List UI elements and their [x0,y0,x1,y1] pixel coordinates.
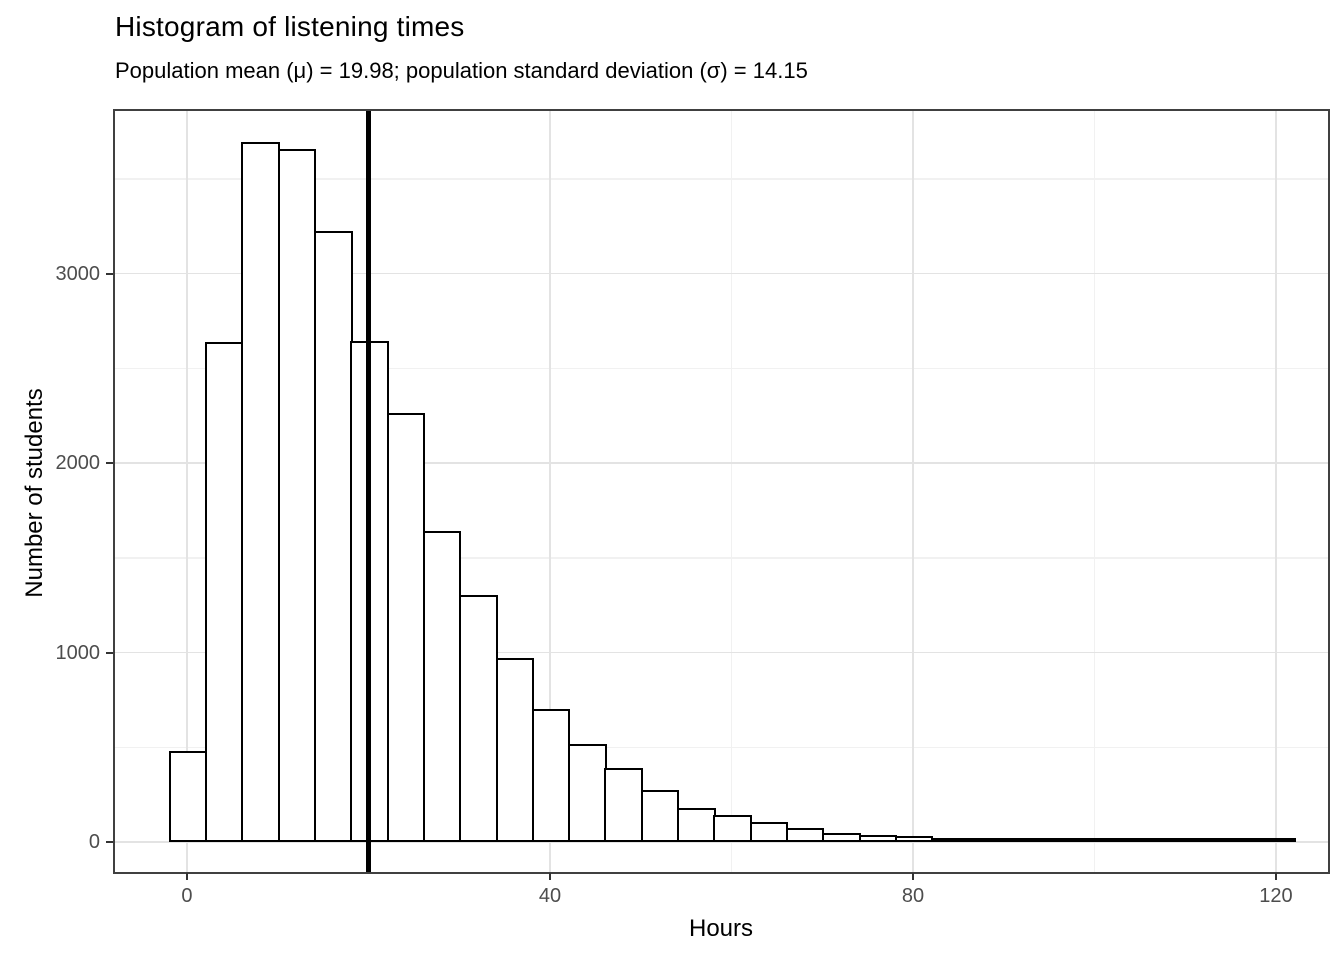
histogram-bar [604,768,643,843]
x-axis-tick [185,873,188,880]
histogram-bar [640,789,680,843]
histogram-bar [749,822,789,843]
histogram-bar [568,743,607,843]
histogram-bar [205,341,244,843]
histogram-bar [1003,837,1043,843]
y-minor-gridline [115,367,1328,370]
histogram-bar [894,836,934,843]
histogram-bar [1185,837,1224,843]
chart-subtitle: Population mean (μ) = 19.98; population … [115,58,808,83]
plot-panel [113,109,1330,874]
population-mean-line [366,111,371,872]
histogram-bar [1040,837,1079,843]
histogram-bar [713,814,752,843]
histogram-bar [314,230,353,843]
x-minor-gridline [1093,111,1096,872]
x-major-gridline [912,111,914,872]
x-axis-title: Hours [688,915,754,942]
y-major-gridline [115,462,1328,464]
y-axis-tick-label: 0 [88,831,100,854]
histogram-bar [422,531,462,843]
y-major-gridline [115,651,1328,654]
x-major-gridline [1275,111,1277,872]
x-axis-tick-label: 120 [1259,885,1293,907]
y-minor-gridline [115,178,1328,180]
y-axis-tick [106,841,113,844]
x-minor-gridline [730,111,733,872]
histogram-bar [1076,837,1115,843]
y-major-gridline [115,272,1328,275]
y-minor-gridline [115,557,1328,559]
x-axis-tick [1274,873,1277,880]
histogram-bar [1112,837,1152,843]
x-axis-tick [911,873,914,880]
histogram-bar [168,751,208,843]
histogram-bar [241,141,280,843]
y-axis-tick [106,272,113,275]
x-axis-tick [548,873,551,880]
histogram-bar [531,709,571,843]
histogram-bar [822,832,861,843]
y-axis-tick-label: 3000 [55,262,101,285]
histogram-bar [277,148,317,843]
x-axis-tick-label: 0 [181,885,193,907]
histogram-bar [495,658,535,843]
y-axis-tick [106,462,113,465]
histogram-bar [931,837,970,843]
histogram-bar [459,594,498,843]
x-major-gridline [186,111,188,872]
histogram-bar [967,837,1006,843]
y-major-gridline [115,841,1328,843]
x-axis-tick-label: 80 [901,885,925,907]
y-axis-tick [106,651,113,654]
histogram-bar [1221,837,1261,843]
chart-title: Histogram of listening times [115,11,465,42]
histogram-bar [677,807,716,843]
y-axis-tick-label: 2000 [55,452,101,475]
histogram-bar [386,412,426,843]
histogram-bar [1148,837,1188,843]
x-axis-tick-label: 40 [538,885,562,907]
histogram-bar [858,834,898,843]
x-major-gridline [549,111,551,872]
y-minor-gridline [115,746,1328,749]
histogram-bar [785,828,825,843]
y-axis-tick-label: 1000 [55,641,101,664]
histogram-bar [1257,837,1297,843]
y-axis-title: Number of students [21,388,48,598]
